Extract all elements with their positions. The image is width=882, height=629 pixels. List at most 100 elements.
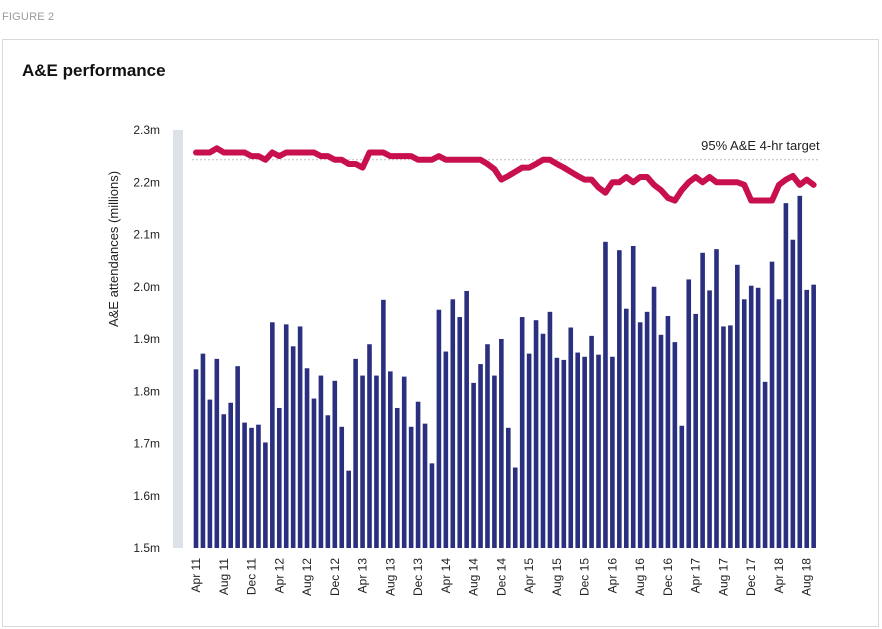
bar xyxy=(263,442,268,548)
bar xyxy=(533,320,539,548)
bar xyxy=(672,342,678,548)
bar xyxy=(575,352,580,548)
bar xyxy=(492,375,497,548)
bar xyxy=(762,381,768,548)
bar xyxy=(797,195,803,548)
bar xyxy=(610,356,615,548)
figure-label: FIGURE 2 xyxy=(2,11,55,23)
bar xyxy=(769,261,775,548)
bar xyxy=(429,463,435,548)
bar xyxy=(388,371,393,548)
y-tick-label: 1.8m xyxy=(133,384,160,398)
y-tick-label: 2.0m xyxy=(133,280,160,294)
bar xyxy=(290,346,296,548)
bar xyxy=(804,289,810,548)
x-tick-label: Apr 12 xyxy=(272,558,286,594)
bar xyxy=(485,344,490,548)
bar xyxy=(561,359,567,548)
bar xyxy=(325,415,331,548)
x-tick-label: Aug 14 xyxy=(467,558,481,596)
bar xyxy=(415,401,421,548)
bar xyxy=(755,287,761,548)
bar xyxy=(270,322,275,548)
bar xyxy=(353,358,358,548)
bar xyxy=(332,380,338,548)
bar xyxy=(790,239,796,549)
bar xyxy=(721,326,726,548)
bar xyxy=(554,357,560,548)
x-tick-label: Dec 17 xyxy=(744,558,758,596)
bar xyxy=(700,252,705,549)
bar xyxy=(512,467,518,548)
x-tick-label: Aug 18 xyxy=(800,558,814,596)
x-tick-label: Dec 12 xyxy=(328,558,342,596)
bar xyxy=(214,358,220,548)
bar xyxy=(249,427,254,548)
bar xyxy=(457,317,463,548)
bar xyxy=(748,285,754,548)
bar xyxy=(637,322,643,548)
bar xyxy=(408,426,414,548)
bar xyxy=(540,333,546,548)
bar xyxy=(256,424,261,548)
bar xyxy=(679,425,685,548)
bar xyxy=(478,364,483,548)
x-tick-label: Aug 15 xyxy=(550,558,564,596)
bar xyxy=(304,368,310,548)
bar xyxy=(242,422,247,548)
bar xyxy=(276,407,282,548)
bar xyxy=(367,344,372,548)
bar xyxy=(519,317,525,548)
x-tick-label: Aug 13 xyxy=(383,558,397,596)
x-tick-label: Apr 18 xyxy=(772,558,786,594)
bar xyxy=(394,407,400,548)
bar xyxy=(207,399,213,548)
bar xyxy=(283,324,289,548)
bar xyxy=(644,311,650,548)
bar xyxy=(811,284,816,548)
bar xyxy=(221,414,227,548)
y-tick-label: 1.5m xyxy=(133,541,160,555)
x-tick-label: Dec 16 xyxy=(661,558,675,596)
bar xyxy=(374,375,379,548)
bar xyxy=(200,353,206,548)
bar xyxy=(582,356,587,548)
bar xyxy=(623,308,629,548)
bar xyxy=(401,376,407,548)
bar xyxy=(450,299,456,548)
performance-line xyxy=(193,145,817,204)
bar xyxy=(741,299,747,548)
bar xyxy=(228,402,233,548)
bar xyxy=(346,470,351,548)
bar xyxy=(658,334,664,548)
bar xyxy=(422,423,428,548)
x-tick-label: Dec 15 xyxy=(578,558,592,596)
x-tick-label: Dec 13 xyxy=(411,558,425,596)
y-axis-title: A&E attendances (millions) xyxy=(106,171,121,327)
x-tick-label: Apr 17 xyxy=(689,558,703,594)
bar xyxy=(235,366,240,548)
bar xyxy=(443,351,449,548)
y-axis-band xyxy=(173,130,183,548)
bar xyxy=(436,309,442,548)
bar xyxy=(603,241,608,548)
x-tick-label: Apr 16 xyxy=(605,558,619,594)
bar xyxy=(471,382,476,548)
bar xyxy=(776,299,782,548)
y-tick-label: 2.1m xyxy=(133,228,160,242)
bar xyxy=(381,299,386,548)
y-tick-label: 1.7m xyxy=(133,437,160,451)
bar xyxy=(589,335,594,548)
bar xyxy=(714,249,719,548)
bar xyxy=(297,326,303,548)
bar xyxy=(193,369,199,548)
bar xyxy=(707,290,712,548)
bar xyxy=(728,325,733,548)
bar xyxy=(651,286,657,548)
y-tick-label: 2.2m xyxy=(133,175,160,189)
bar xyxy=(526,353,532,548)
bar xyxy=(735,264,740,548)
x-tick-label: Apr 11 xyxy=(189,558,203,593)
y-tick-label: 1.9m xyxy=(133,332,160,346)
bar xyxy=(360,375,365,548)
